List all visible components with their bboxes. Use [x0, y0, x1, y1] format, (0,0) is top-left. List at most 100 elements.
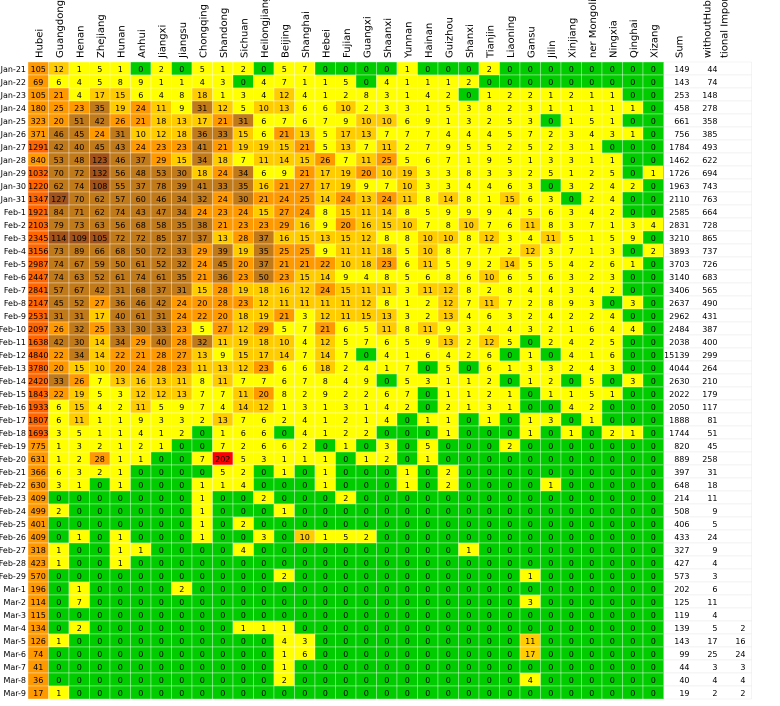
cell-value-label: 2 — [487, 65, 492, 74]
cell-value-label: 0 — [282, 585, 287, 594]
cell-value-label: 108 — [92, 182, 107, 191]
cell-value-label: 2 — [138, 442, 143, 451]
cell-value-label: 9 — [138, 416, 143, 425]
cell-value-label: 7 — [77, 598, 82, 607]
cell-value-label: 1 — [343, 442, 348, 451]
cell-value-label: 18 — [197, 169, 207, 178]
cell-value-label: 7 — [528, 130, 533, 139]
cell-value-label: 0 — [651, 585, 656, 594]
cell-value-label: 0 — [528, 559, 533, 568]
cell-value-label: 4 — [589, 286, 594, 295]
cell-value-label: 0 — [589, 442, 594, 451]
cell-value-label: 0 — [569, 78, 574, 87]
cell-value-label: 0 — [364, 611, 369, 620]
cell-value-label: 9 — [343, 117, 348, 126]
cell-value-label: 23 — [238, 221, 248, 230]
cell-value-label: 0 — [241, 78, 246, 87]
cell-value-label: 7 — [200, 455, 205, 464]
cell-value-label: 0 — [651, 351, 656, 360]
cell-value-label: 0 — [220, 663, 225, 672]
cell-value-label: 0 — [548, 546, 553, 555]
cell-value-label: 0 — [425, 663, 430, 672]
cell-value-label: 1 — [77, 533, 82, 542]
cell-value-label: 2 — [487, 260, 492, 269]
cell-value-label: 0 — [138, 676, 143, 685]
cell-value-label: 0 — [589, 572, 594, 581]
cell-value-label: 5 — [528, 143, 533, 152]
cell-value-label: 45 — [218, 260, 228, 269]
cell-value-label: 7 — [302, 65, 307, 74]
cell-value-label: 0 — [220, 494, 225, 503]
cell-value-label: 0 — [425, 624, 430, 633]
cell-value-label: 0 — [159, 559, 164, 568]
column-header: Beijing — [280, 24, 291, 58]
cell-value-label: 3 — [159, 416, 164, 425]
cell-value-label: 6 — [507, 182, 512, 191]
cell-value-label: 0 — [241, 611, 246, 620]
cell-value-label: 0 — [384, 377, 389, 386]
row-date-label: Jan-26 — [0, 130, 26, 139]
cell-value-label: 1 — [446, 390, 451, 399]
cell-value-label: 0 — [651, 65, 656, 74]
cell-value-label: 0 — [466, 611, 471, 620]
cell-value-label: 0 — [651, 156, 656, 165]
cell-value-label: 24 — [136, 104, 146, 113]
cell-value-label: 13 — [300, 130, 310, 139]
without-hubei-value-label: 622 — [702, 156, 717, 165]
cell-value-label: 0 — [589, 429, 594, 438]
cell-value-label: 2 — [179, 585, 184, 594]
cell-value-label: 4 — [487, 325, 492, 334]
cell-value-label: 0 — [302, 676, 307, 685]
cell-value-label: 27 — [279, 208, 289, 217]
cell-value-label: 1 — [630, 130, 635, 139]
cell-value-label: 1 — [282, 624, 287, 633]
cell-value-label: 0 — [651, 429, 656, 438]
cell-value-label: 8 — [548, 299, 553, 308]
cell-value-label: 0 — [651, 91, 656, 100]
cell-value-label: 0 — [323, 546, 328, 555]
cell-value-label: 7 — [343, 351, 348, 360]
cell-value-label: 1933 — [28, 403, 48, 412]
cell-value-label: 0 — [425, 572, 430, 581]
cell-value-label: 0 — [200, 598, 205, 607]
cell-value-label: 7 — [282, 117, 287, 126]
column-header: Heilongjiang — [260, 0, 271, 58]
without-hubei-value-label: 737 — [702, 247, 717, 256]
cell-value-label: 2 — [528, 299, 533, 308]
cell-value-label: 9 — [179, 403, 184, 412]
cell-value-label: 0 — [569, 533, 574, 542]
cell-value-label: 9 — [487, 156, 492, 165]
cell-value-label: 3 — [261, 455, 266, 464]
row-date-label: Feb-21 — [0, 468, 26, 477]
cell-value-label: 0 — [569, 585, 574, 594]
cell-value-label: 0 — [630, 208, 635, 217]
cell-value-label: 0 — [548, 455, 553, 464]
cell-value-label: 196 — [31, 585, 46, 594]
cell-value-label: 1921 — [28, 208, 48, 217]
cell-value-label: 12 — [136, 390, 146, 399]
cell-value-label: 3 — [610, 273, 615, 282]
cell-value-label: 0 — [466, 416, 471, 425]
without-hubei-value-label: 726 — [702, 260, 717, 269]
cell-value-label: 8 — [466, 234, 471, 243]
cell-value-label: 0 — [364, 494, 369, 503]
cell-value-label: 1220 — [28, 182, 48, 191]
cell-value-label: 4 — [77, 78, 82, 87]
cell-value-label: 8 — [446, 221, 451, 230]
column-header: Guangxi — [362, 16, 373, 58]
cell-value-label: 0 — [364, 559, 369, 568]
row-date-label: Feb-11 — [0, 338, 26, 347]
cell-value-label: 13 — [361, 130, 371, 139]
cell-value-label: 10 — [443, 234, 453, 243]
cell-value-label: 0 — [159, 507, 164, 516]
cell-value-label: 2 — [384, 455, 389, 464]
cell-value-label: 0 — [405, 598, 410, 607]
cell-value-label: 6 — [56, 468, 61, 477]
cell-value-label: 29 — [136, 338, 146, 347]
cell-value-label: 7 — [261, 377, 266, 386]
cell-value-label: 11 — [341, 312, 351, 321]
cell-value-label: 0 — [323, 624, 328, 633]
cell-value-label: 5 — [446, 104, 451, 113]
cell-value-label: 0 — [343, 65, 348, 74]
without-hubei-value-label: 44 — [707, 65, 717, 74]
